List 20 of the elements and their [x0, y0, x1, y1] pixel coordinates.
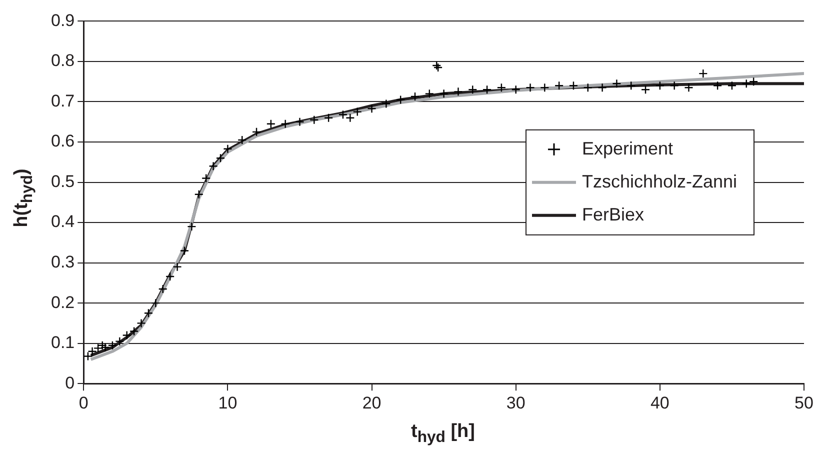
x-tick-label: 30	[506, 393, 526, 412]
y-tick-label: 0.8	[50, 51, 75, 70]
y-tick-label: 0.6	[50, 132, 75, 151]
y-tick-label: 0.3	[50, 252, 75, 272]
x-tick-label: 50	[794, 393, 814, 412]
legend-label: Tzschichholz-Zanni	[582, 171, 738, 192]
x-tick-label: 40	[650, 393, 670, 412]
y-tick-label: 0.9	[50, 10, 75, 30]
x-tick-label: 10	[218, 393, 238, 412]
legend-label: FerBiex	[582, 204, 644, 224]
y-tick-label: 0.2	[50, 292, 75, 312]
y-tick-label: 0.7	[50, 91, 75, 110]
y-tick-label: 0	[65, 373, 75, 392]
y-tick-label: 0.4	[50, 212, 75, 232]
x-tick-label: 20	[362, 393, 382, 412]
legend-label: Experiment	[582, 138, 674, 158]
x-tick-label: 0	[78, 393, 88, 412]
y-tick-label: 0.5	[50, 172, 75, 191]
y-tick-label: 0.1	[50, 333, 75, 352]
x-axis-title: t$_{hyd}$ [h]	[410, 421, 476, 447]
